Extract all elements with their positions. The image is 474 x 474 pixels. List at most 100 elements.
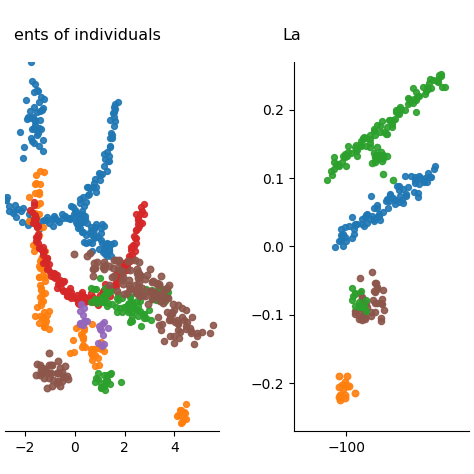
Point	[362, 308, 369, 315]
Point	[96, 176, 104, 183]
Point	[426, 173, 434, 181]
Point	[52, 270, 59, 278]
Point	[76, 320, 83, 328]
Point	[77, 330, 85, 337]
Point	[376, 216, 384, 223]
Point	[97, 338, 105, 346]
Point	[101, 284, 109, 292]
Point	[128, 317, 135, 324]
Point	[43, 311, 51, 319]
Point	[89, 294, 97, 301]
Point	[51, 274, 59, 282]
Point	[134, 214, 142, 222]
Point	[183, 319, 191, 326]
Point	[416, 174, 423, 182]
Point	[40, 247, 47, 255]
Point	[104, 302, 111, 310]
Point	[160, 337, 167, 345]
Point	[118, 270, 126, 277]
Point	[38, 369, 46, 377]
Point	[33, 86, 40, 94]
Point	[39, 248, 46, 256]
Point	[119, 273, 127, 281]
Point	[112, 275, 119, 283]
Point	[25, 193, 33, 201]
Point	[173, 316, 181, 324]
Point	[133, 227, 140, 234]
Point	[395, 182, 402, 190]
Point	[157, 285, 165, 292]
Point	[136, 288, 143, 295]
Point	[359, 312, 366, 319]
Point	[103, 376, 111, 384]
Point	[36, 282, 44, 289]
Point	[415, 189, 422, 197]
Point	[49, 215, 57, 222]
Point	[158, 326, 165, 333]
Point	[19, 154, 27, 162]
Point	[199, 328, 206, 336]
Point	[64, 372, 71, 380]
Point	[81, 305, 88, 312]
Point	[128, 255, 136, 263]
Point	[164, 292, 171, 299]
Point	[103, 289, 111, 296]
Point	[385, 197, 392, 204]
Point	[341, 378, 349, 386]
Point	[79, 213, 87, 220]
Point	[134, 283, 141, 290]
Point	[359, 136, 366, 143]
Point	[39, 147, 46, 155]
Point	[132, 289, 140, 297]
Point	[412, 108, 419, 116]
Point	[351, 143, 359, 151]
Point	[100, 372, 107, 379]
Point	[91, 230, 98, 237]
Point	[168, 317, 175, 324]
Point	[77, 307, 84, 314]
Point	[174, 321, 182, 328]
Point	[98, 229, 105, 237]
Point	[383, 197, 390, 204]
Point	[367, 139, 374, 146]
Point	[40, 95, 47, 102]
Point	[110, 256, 118, 264]
Point	[77, 301, 85, 308]
Point	[80, 317, 87, 325]
Point	[100, 297, 108, 304]
Point	[109, 135, 116, 142]
Point	[131, 234, 138, 242]
Point	[14, 205, 22, 213]
Point	[37, 284, 45, 292]
Point	[83, 252, 91, 259]
Point	[368, 268, 375, 276]
Point	[37, 366, 45, 374]
Point	[74, 224, 82, 232]
Point	[110, 239, 118, 247]
Point	[89, 272, 97, 280]
Point	[157, 297, 165, 305]
Point	[126, 292, 134, 300]
Point	[416, 172, 423, 179]
Point	[97, 379, 105, 387]
Point	[136, 273, 144, 280]
Point	[58, 377, 66, 385]
Point	[24, 221, 31, 228]
Point	[80, 218, 87, 225]
Point	[103, 239, 111, 247]
Point	[142, 314, 149, 322]
Point	[103, 377, 110, 384]
Point	[90, 297, 97, 304]
Point	[100, 151, 108, 158]
Point	[358, 215, 365, 222]
Point	[396, 103, 404, 111]
Point	[100, 290, 107, 298]
Point	[88, 247, 95, 255]
Point	[351, 390, 358, 397]
Point	[54, 377, 62, 385]
Point	[97, 344, 105, 351]
Point	[100, 347, 108, 355]
Point	[45, 260, 53, 267]
Point	[72, 294, 80, 301]
Point	[148, 278, 156, 286]
